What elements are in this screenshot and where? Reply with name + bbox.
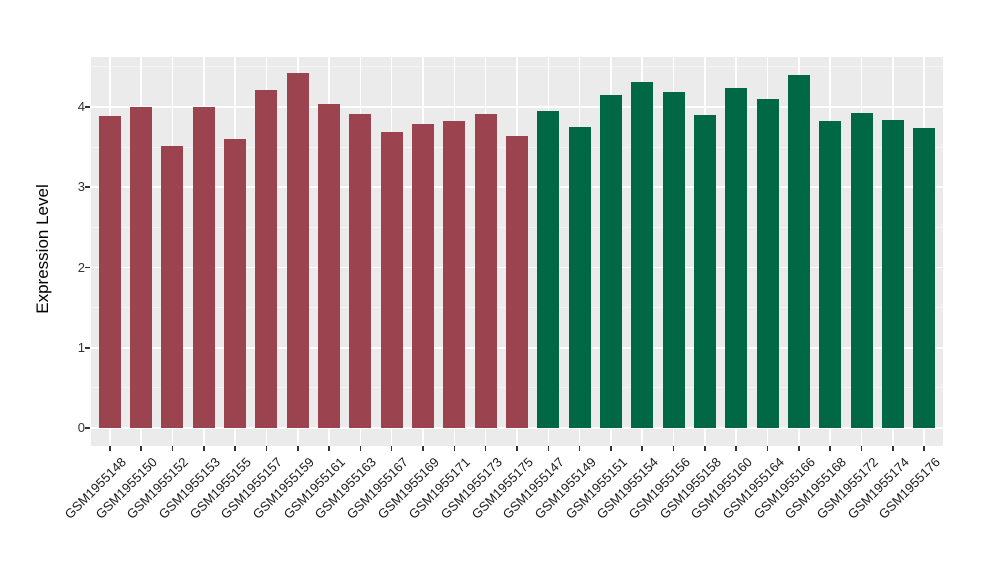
bar-GSM1955175 (506, 135, 528, 428)
x-tick-mark (359, 446, 362, 451)
y-tick-mark (85, 266, 90, 269)
x-tick-mark (829, 446, 832, 451)
bar-GSM1955163 (349, 114, 372, 428)
x-tick-mark (516, 446, 518, 451)
y-axis-title: Expression Level (33, 184, 52, 314)
plot-panel (91, 57, 943, 446)
x-tick-mark (202, 446, 205, 451)
x-tick-mark (798, 446, 800, 451)
y-tick-label: 3 (77, 179, 85, 195)
y-tick-mark (85, 186, 90, 189)
bar-GSM1955152 (161, 146, 184, 428)
x-tick-mark (171, 446, 174, 451)
bar-GSM1955159 (286, 73, 309, 428)
x-tick-mark (735, 446, 738, 451)
x-tick-mark (641, 446, 644, 451)
x-tick-mark (610, 446, 612, 451)
x-tick-mark (328, 446, 330, 451)
bar-GSM1955167 (380, 131, 403, 428)
y-tick-mark (85, 346, 90, 349)
bar-GSM1955171 (443, 121, 466, 428)
bar-GSM1955153 (192, 107, 215, 428)
bar-GSM1955168 (819, 121, 842, 428)
bar-GSM1955169 (412, 123, 435, 428)
x-tick-mark (234, 446, 236, 451)
bar-GSM1955176 (913, 127, 936, 428)
bar-GSM1955164 (756, 98, 779, 428)
x-tick-mark (860, 446, 863, 451)
x-tick-mark (140, 446, 142, 451)
x-tick-mark (672, 446, 675, 451)
x-tick-mark (390, 446, 393, 451)
x-tick-mark (296, 446, 299, 451)
y-tick-label: 4 (77, 99, 85, 114)
x-tick-mark (578, 446, 581, 451)
bar-GSM1955149 (568, 127, 591, 428)
bar-GSM1955160 (725, 87, 748, 428)
bar-GSM1955156 (662, 91, 685, 428)
bar-GSM1955154 (631, 82, 654, 428)
bar-GSM1955147 (537, 111, 560, 428)
x-tick-mark (704, 446, 706, 451)
bar-GSM1955172 (850, 112, 873, 428)
x-tick-mark (923, 446, 925, 451)
x-tick-mark (547, 446, 550, 451)
x-tick-mark (453, 446, 456, 451)
y-tick-mark (85, 427, 90, 429)
x-tick-mark (766, 446, 769, 451)
x-tick-mark (892, 446, 894, 451)
y-tick-mark (85, 106, 90, 108)
bar-GSM1955174 (881, 119, 904, 428)
y-tick-label: 2 (77, 259, 85, 275)
bar-GSM1955148 (98, 115, 121, 428)
x-tick-mark (484, 446, 487, 451)
bar-GSM1955150 (130, 107, 153, 428)
bar-GSM1955166 (787, 74, 810, 428)
x-tick-mark (265, 446, 268, 451)
y-tick-label: 0 (77, 420, 85, 435)
bar-GSM1955157 (255, 90, 278, 428)
bar-GSM1955161 (318, 103, 341, 428)
bar-GSM1955155 (224, 139, 247, 428)
bar-GSM1955158 (693, 115, 716, 428)
x-tick-mark (108, 446, 111, 451)
bar-GSM1955151 (599, 94, 622, 428)
bar-GSM1955173 (474, 114, 497, 428)
y-tick-label: 1 (77, 339, 85, 355)
x-tick-mark (422, 446, 424, 451)
